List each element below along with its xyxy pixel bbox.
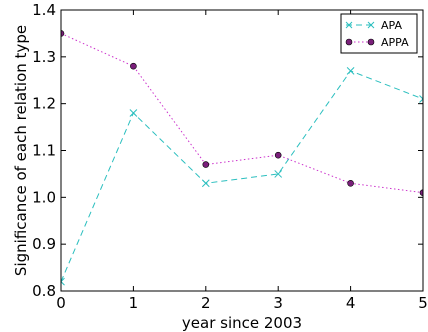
y-axis-label: Significance of each relation type — [12, 25, 30, 276]
data-point-apa — [346, 67, 355, 75]
y-tick-label: 0.8 — [32, 282, 56, 300]
y-tick-label: 0.9 — [32, 235, 56, 253]
legend-label: APA — [381, 19, 402, 32]
series-line-apa — [61, 70, 423, 282]
data-point-apa — [274, 170, 283, 178]
y-tick-label: 1.0 — [32, 188, 56, 206]
axes: 0 1 2 3 4 5 0.8 0.9 1.0 1.1 1.2 1.3 1.4 — [32, 1, 428, 312]
data-point-apa — [61, 277, 65, 286]
plot-content — [61, 30, 423, 286]
data-point-appa — [347, 179, 354, 187]
y-tick-label: 1.4 — [32, 1, 56, 19]
x-tick-label: 5 — [418, 294, 428, 312]
legend-marker — [367, 21, 375, 29]
x-tick-label: 2 — [201, 294, 211, 312]
x-tick-label: 1 — [129, 294, 139, 312]
data-point-appa — [61, 30, 65, 37]
data-point-appa — [130, 62, 137, 70]
data-point-apa — [419, 95, 423, 103]
legend-box — [340, 13, 418, 54]
x-tick-label: 4 — [346, 294, 356, 312]
y-tick-label: 1.1 — [32, 142, 56, 160]
data-point-apa — [129, 109, 138, 117]
legend-marker — [345, 21, 353, 29]
x-axis-label: year since 2003 — [182, 314, 302, 332]
series-line-appa — [61, 32, 423, 194]
legend: APA APPA — [340, 13, 418, 54]
x-tick-label: 0 — [56, 294, 66, 312]
legend-marker — [367, 38, 375, 46]
data-point-appa — [202, 161, 210, 168]
x-tick-label: 3 — [273, 294, 283, 312]
y-tick-label: 1.2 — [32, 95, 56, 113]
legend-label: APPA — [381, 36, 409, 49]
legend-marker — [345, 38, 353, 46]
data-point-appa — [274, 151, 282, 159]
y-tick-label: 1.3 — [32, 48, 56, 66]
data-point-appa — [419, 189, 423, 196]
data-point-apa — [201, 179, 210, 188]
